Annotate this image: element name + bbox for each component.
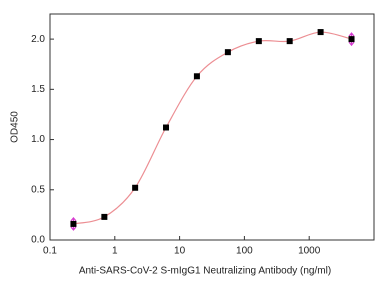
- data-point: [348, 36, 355, 43]
- data-point: [163, 124, 170, 131]
- data-point: [70, 220, 77, 227]
- data-point: [317, 29, 324, 36]
- x-tick-label: 100: [236, 246, 253, 257]
- y-tick-label: 2.0: [31, 34, 45, 45]
- data-point: [224, 49, 231, 56]
- y-tick-label: 1.0: [31, 134, 45, 145]
- x-axis-label: Anti-SARS-CoV-2 S-mIgG1 Neutralizing Ant…: [79, 266, 331, 277]
- x-tick-label: 1: [112, 246, 118, 257]
- plot-frame: [49, 13, 375, 241]
- y-axis-label: OD450: [10, 111, 21, 143]
- x-tick-label: 10: [174, 246, 186, 257]
- y-tick-label: 0.0: [31, 235, 45, 246]
- y-tick-label: 0.5: [31, 184, 45, 195]
- data-point: [255, 38, 262, 45]
- data-point: [193, 73, 200, 80]
- fit-curve: [73, 31, 352, 225]
- x-tick-label: 0.1: [43, 246, 57, 257]
- data-point: [101, 213, 108, 220]
- data-point: [286, 38, 293, 45]
- x-tick-label: 1000: [298, 246, 321, 257]
- y-tick-label: 1.5: [31, 84, 45, 95]
- data-point: [132, 184, 139, 191]
